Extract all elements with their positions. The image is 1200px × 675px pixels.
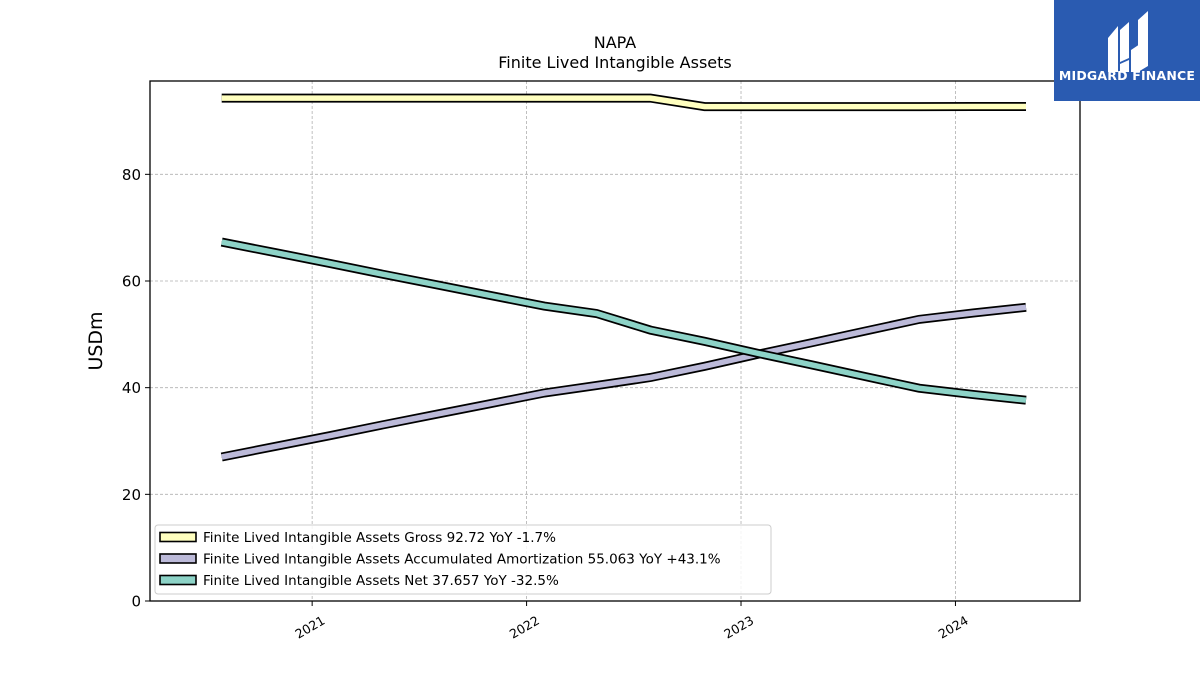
x-tick-label: 2022 — [507, 613, 542, 642]
legend-box — [154, 524, 772, 595]
series-lines — [220, 93, 1027, 462]
y-tick-label: 0 — [131, 593, 141, 611]
legend-swatch — [159, 531, 197, 543]
midgard-finance-logo: MIDGARD FINANCE — [1054, 0, 1200, 101]
series-line — [221, 239, 1027, 403]
x-axis-ticks: 2021 2022 2023 2024 — [292, 601, 971, 642]
plot-frame — [149, 80, 1081, 602]
midgard-logo-icon — [1108, 11, 1148, 72]
chart-title: NAPA — [594, 33, 637, 52]
x-tick-label: 2024 — [936, 613, 971, 642]
legend-label: Finite Lived Intangible Assets Gross 92.… — [203, 530, 556, 546]
legend-label: Finite Lived Intangible Assets Accumulat… — [203, 552, 721, 568]
logo-text: MIDGARD FINANCE — [1058, 68, 1196, 83]
chart-subtitle: Finite Lived Intangible Assets — [498, 53, 731, 72]
y-tick-label: 20 — [122, 486, 141, 504]
y-axis-label: USDm — [85, 311, 107, 370]
series-line — [221, 95, 1026, 110]
y-tick-label: 80 — [122, 166, 141, 184]
legend-swatch — [159, 574, 197, 586]
legend-label: Finite Lived Intangible Assets Net 37.65… — [203, 573, 559, 589]
y-tick-label: 60 — [122, 273, 141, 291]
grid-lines — [150, 81, 1080, 601]
series-line — [221, 304, 1027, 460]
y-axis-ticks: 0 20 40 60 80 — [122, 166, 150, 611]
x-tick-label: 2023 — [721, 613, 756, 642]
legend: Finite Lived Intangible Assets Gross 92.… — [154, 524, 772, 595]
legend-swatch — [159, 553, 197, 564]
x-tick-label: 2021 — [292, 613, 327, 642]
y-tick-label: 40 — [122, 379, 141, 397]
